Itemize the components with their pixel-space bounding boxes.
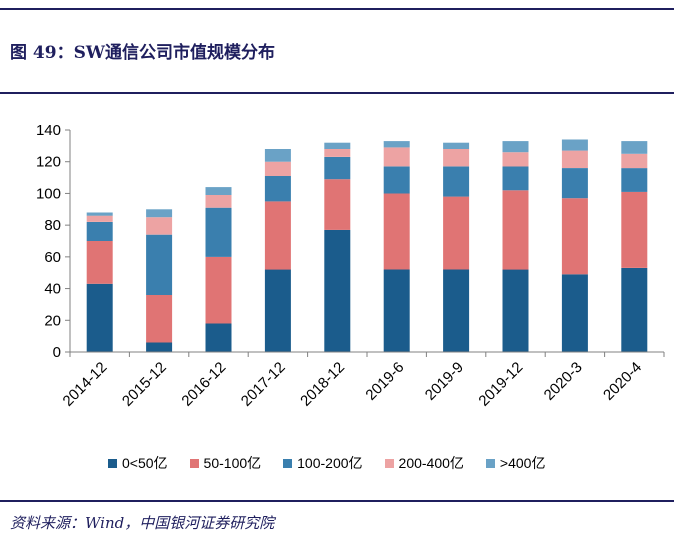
legend-label: 200-400亿: [398, 455, 464, 471]
bar-segment: [502, 141, 529, 153]
bar-segment: [86, 215, 113, 222]
bar-segment: [146, 294, 173, 343]
bar-segment: [621, 141, 648, 154]
bar-segment: [502, 152, 529, 167]
y-tick-label: 0: [53, 344, 61, 361]
figure-title: 图 49：SW通信公司市值规模分布: [10, 43, 275, 63]
bar-segment: [561, 168, 588, 199]
bar-segment: [146, 234, 173, 295]
bar-segment: [443, 142, 470, 149]
legend-label: 100-200亿: [297, 455, 363, 471]
bar-segment: [146, 217, 173, 235]
source-note: 资料来源：Wind，中国银河证券研究院: [10, 514, 275, 532]
bar-segment: [324, 149, 351, 157]
legend-swatch: [283, 458, 293, 468]
bar-segment: [383, 147, 410, 167]
bar-segment: [324, 157, 351, 180]
x-tick-label: 2015-12: [119, 359, 170, 410]
bar-segment: [324, 142, 351, 149]
bar-segment: [146, 342, 173, 352]
bar-segment: [561, 198, 588, 275]
bar-segment: [561, 150, 588, 168]
bar-segment: [86, 222, 113, 241]
bar-segment: [205, 187, 232, 195]
bar-segment: [621, 168, 648, 192]
legend-label: >400亿: [499, 455, 546, 471]
top-rule: [0, 8, 674, 10]
x-tick-label: 2017-12: [238, 359, 289, 410]
stacked-bar-chart: 0 20 40 60 80 100 120 140 2014-12 2015-12 2016-12…: [36, 122, 665, 410]
bar-segment: [621, 153, 648, 169]
x-tick-label: 2014-12: [60, 359, 111, 410]
bottom-rule: [0, 500, 674, 502]
bars-group: [86, 139, 648, 352]
bar-segment: [264, 176, 291, 202]
legend-item: 0<50亿: [108, 453, 168, 473]
y-tick-label: 100: [36, 185, 61, 202]
bar-segment: [502, 166, 529, 191]
y-tick-label: 80: [44, 217, 61, 234]
bar-segment: [383, 193, 410, 270]
bar-segment: [443, 196, 470, 270]
bar-segment: [264, 201, 291, 270]
y-tick-label: 40: [44, 281, 61, 298]
legend-item: 200-400亿: [384, 453, 464, 473]
x-tick-label: 2020-3: [541, 359, 586, 404]
y-tick-label: 120: [36, 154, 61, 171]
y-tick-label: 60: [44, 249, 61, 266]
title-rule: [0, 92, 674, 94]
bar-segment: [86, 241, 113, 284]
y-tick-label: 140: [36, 122, 61, 139]
bar-segment: [621, 268, 648, 352]
bar-segment: [561, 139, 588, 151]
bar-segment: [502, 190, 529, 270]
x-tick-label: 2020-4: [600, 359, 645, 404]
bar-segment: [146, 209, 173, 218]
bar-segment: [561, 274, 588, 352]
x-tick-label: 2019-9: [422, 359, 467, 404]
bar-segment: [205, 207, 232, 257]
bar-segment: [502, 269, 529, 352]
bar-segment: [383, 269, 410, 352]
y-axis: 0 20 40 60 80 100 120 140: [36, 122, 71, 361]
legend-item: 50-100亿: [189, 453, 262, 473]
bar-segment: [205, 323, 232, 352]
bar-segment: [264, 269, 291, 352]
x-tick-label: 2019-12: [475, 359, 526, 410]
bar-segment: [324, 179, 351, 230]
bar-segment: [383, 166, 410, 194]
legend-item: 100-200亿: [283, 453, 363, 473]
bar-segment: [264, 149, 291, 162]
legend-swatch: [189, 458, 199, 468]
legend-swatch: [384, 458, 394, 468]
bar-segment: [205, 195, 232, 208]
legend: 0<50亿 50-100亿 100-200亿 200-400亿 >400亿: [108, 452, 628, 474]
legend-swatch: [108, 458, 117, 468]
bar-segment: [443, 166, 470, 197]
bar-segment: [86, 283, 113, 352]
x-tick-label: 2018-12: [297, 359, 348, 410]
bar-segment: [324, 229, 351, 352]
legend-label: 50-100亿: [203, 455, 262, 471]
bar-segment: [443, 269, 470, 352]
bar-segment: [264, 161, 291, 176]
bar-segment: [621, 191, 648, 268]
y-tick-label: 20: [44, 312, 61, 329]
x-tick-label: 2016-12: [178, 359, 229, 410]
bar-segment: [205, 256, 232, 324]
bar-segment: [443, 149, 470, 167]
x-axis: 2014-12 2015-12 2016-12 2017-12 2018-12 2019-…: [60, 351, 665, 410]
bar-segment: [86, 212, 113, 216]
legend-item: >400亿: [485, 453, 546, 473]
x-tick-label: 2019-6: [362, 359, 407, 404]
legend-swatch: [485, 458, 495, 468]
legend-label: 0<50亿: [122, 455, 168, 471]
bar-segment: [383, 141, 410, 148]
